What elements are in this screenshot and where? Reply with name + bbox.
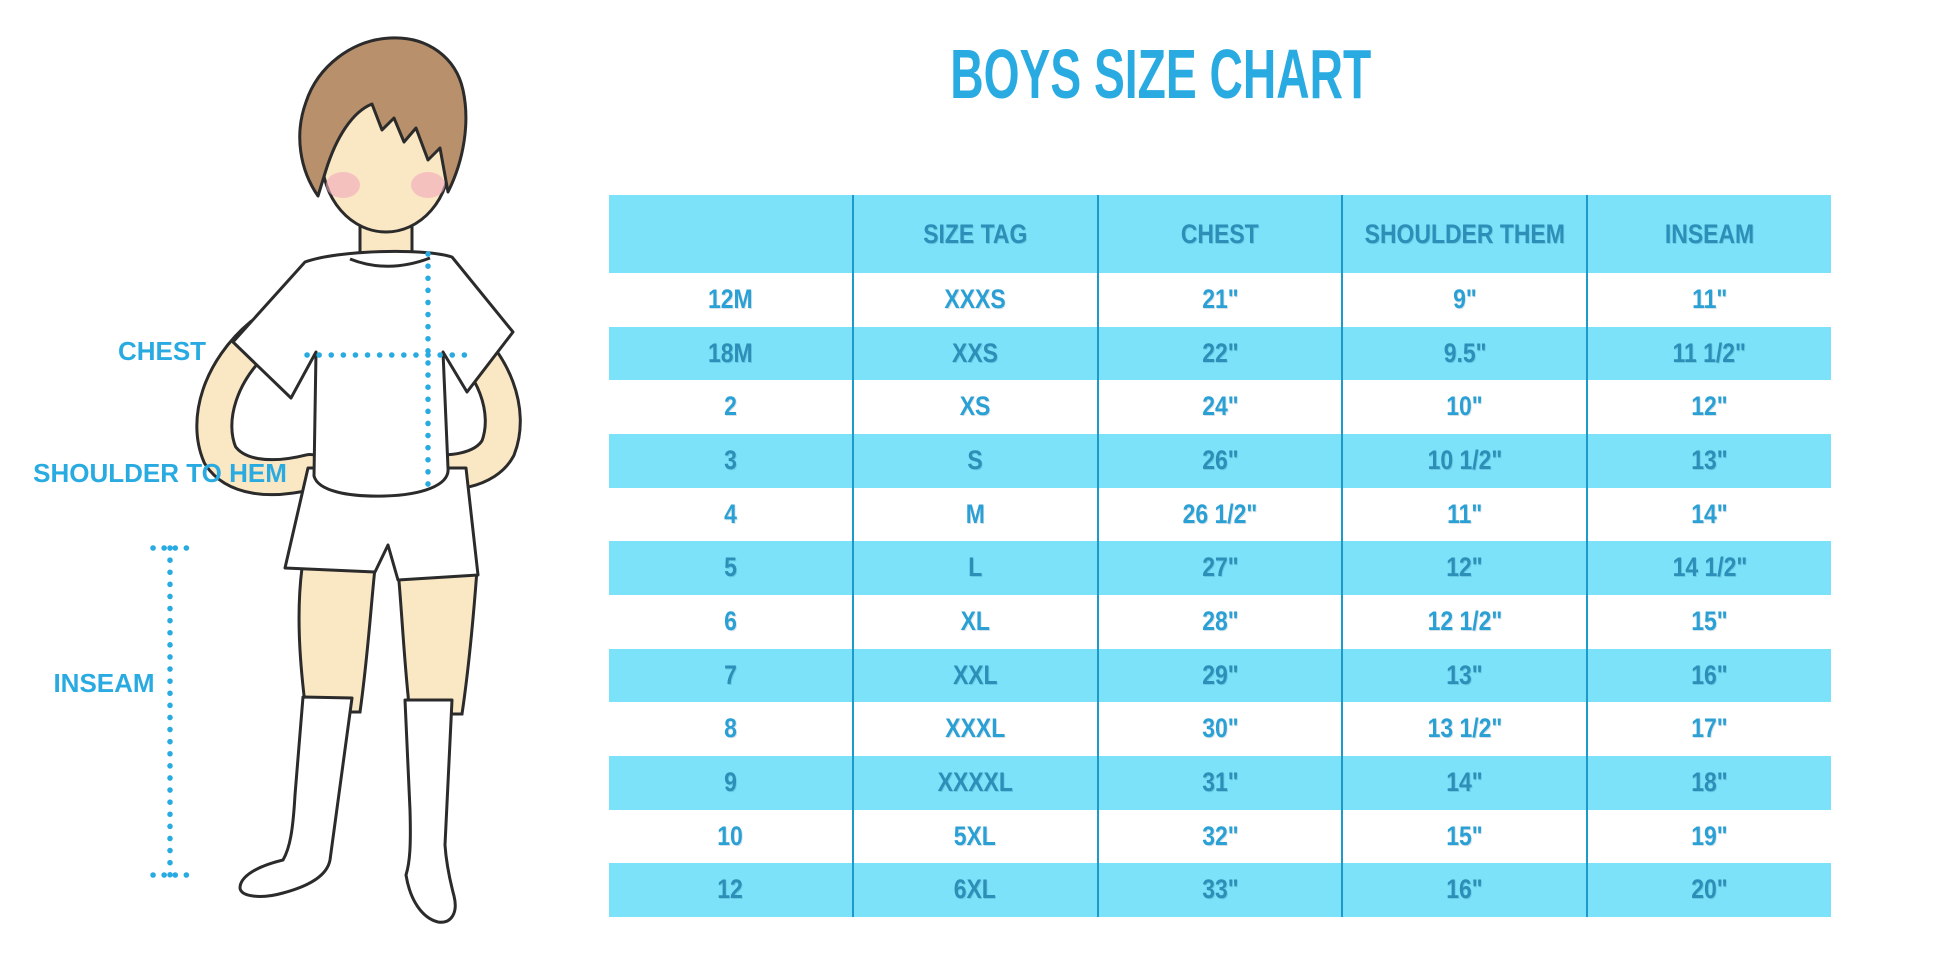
cell-chest: 28" (1099, 594, 1344, 649)
cell-chest: 30" (1099, 702, 1344, 756)
cell-shoulder-them: 10 1/2" (1343, 433, 1589, 488)
header-cell-inseam: INSEAM (1664, 219, 1755, 249)
cell-size-tag: XS (854, 380, 1099, 434)
page-title: BOYS SIZE CHART (950, 35, 1372, 113)
cell-size: 8 (609, 702, 854, 756)
cell-size-tag: 5XL (854, 809, 1099, 864)
header-cell-shoulder-them: SHOULDER THEM (1343, 195, 1589, 273)
table-row: 9 XXXXL 31" 14" 18" (609, 755, 1831, 810)
cell-chest: 21" (1099, 273, 1344, 327)
cell-size-tag: XXL (854, 648, 1099, 703)
boy-socks (238, 695, 457, 924)
cell-shoulder-them: 15" (1343, 809, 1589, 864)
measurement-figure: CHEST SHOULDER TO HEM INSEAM (0, 0, 560, 973)
cell-chest: 26 1/2" (1099, 487, 1344, 542)
cell-shoulder-them: 12" (1343, 541, 1589, 595)
table-row: 10 5XL 32" 15" 19" (609, 809, 1831, 864)
cell-shoulder-them: 9.5" (1343, 326, 1589, 381)
table-row: 7 XXL 29" 13" 16" (609, 648, 1831, 703)
cell-inseam: 19" (1691, 820, 1728, 851)
cell-size-tag: XXXL (854, 702, 1099, 756)
cell-shoulder-them: 12 1/2" (1343, 594, 1589, 649)
cell-shoulder-them: 16" (1343, 863, 1589, 917)
cell-inseam: 18" (1691, 766, 1728, 797)
cell-inseam: 14" (1691, 498, 1728, 529)
cell-size: 12M (609, 273, 854, 327)
cell-chest: 22" (1099, 326, 1344, 381)
cell-inseam: 14 1/2" (1672, 552, 1747, 583)
cell-chest: 29" (1099, 648, 1344, 703)
cell-size: 3 (609, 433, 854, 488)
cell-size: 18M (609, 326, 854, 381)
inseam-label: INSEAM (53, 668, 155, 698)
table-row: 18M XXS 22" 9.5" 11 1/2" (609, 326, 1831, 381)
cell-chest: 31" (1099, 755, 1344, 810)
cell-size: 6 (609, 594, 854, 649)
shoulder-to-hem-label: SHOULDER TO HEM (33, 458, 287, 488)
cell-size-tag: XXS (854, 326, 1099, 381)
cell-shoulder-them: 14" (1343, 755, 1589, 810)
cell-inseam: 20" (1691, 874, 1728, 905)
cell-chest: 26" (1099, 433, 1344, 488)
cell-size-tag: XL (854, 594, 1099, 649)
boy-cheek-right (411, 172, 445, 198)
cell-size: 5 (609, 541, 854, 595)
cell-chest: 24" (1099, 380, 1344, 434)
cell-chest: 33" (1099, 863, 1344, 917)
cell-size: 7 (609, 648, 854, 703)
cell-size-tag: M (854, 487, 1099, 542)
cell-shoulder-them: 13" (1343, 648, 1589, 703)
cell-inseam: 11 1/2" (1672, 337, 1747, 368)
cell-size-tag: XXXS (854, 273, 1099, 327)
table-row: 3 S 26" 10 1/2" 13" (609, 433, 1831, 488)
cell-inseam: 15" (1691, 605, 1728, 636)
cell-size: 12 (609, 863, 854, 917)
table-row: 12M XXXS 21" 9" 11" (609, 273, 1831, 327)
boy-hair (298, 36, 468, 198)
cell-inseam: 17" (1691, 713, 1728, 744)
cell-inseam: 11" (1692, 284, 1728, 314)
cell-inseam: 13" (1691, 444, 1728, 475)
cell-shoulder-them: 13 1/2" (1343, 702, 1589, 756)
cell-size: 2 (609, 380, 854, 434)
boy-tshirt-collar (349, 256, 431, 268)
header-cell-size (609, 195, 854, 273)
cell-size-tag: XXXXL (854, 755, 1099, 810)
cell-shoulder-them: 10" (1343, 380, 1589, 434)
boy-illustration (150, 36, 522, 924)
cell-size: 10 (609, 809, 854, 864)
header-cell-chest: CHEST (1099, 195, 1344, 273)
table-row: 8 XXXL 30" 13 1/2" 17" (609, 702, 1831, 756)
cell-size-tag: L (854, 541, 1099, 595)
table-row: 2 XS 24" 10" 12" (609, 380, 1831, 434)
cell-size: 4 (609, 487, 854, 542)
cell-shoulder-them: 9" (1343, 273, 1589, 327)
cell-chest: 27" (1099, 541, 1344, 595)
table-row: 5 L 27" 12" 14 1/2" (609, 541, 1831, 595)
boy-shorts (283, 466, 480, 582)
cell-size-tag: 6XL (854, 863, 1099, 917)
chest-label: CHEST (117, 336, 207, 366)
size-chart-table: SIZE TAG CHEST SHOULDER THEM INSEAM 12M X… (609, 195, 1831, 917)
table-row: 12 6XL 33" 16" 20" (609, 863, 1831, 917)
table-row: 4 M 26 1/2" 11" 14" (609, 487, 1831, 542)
cell-size-tag: S (854, 433, 1099, 488)
boy-tshirt (231, 249, 515, 498)
cell-inseam: 16" (1691, 659, 1728, 690)
table-row: 6 XL 28" 12 1/2" 15" (609, 594, 1831, 649)
cell-chest: 32" (1099, 809, 1344, 864)
cell-size: 9 (609, 755, 854, 810)
boy-cheek-left (326, 172, 360, 198)
cell-shoulder-them: 11" (1343, 487, 1589, 542)
cell-inseam: 12" (1691, 391, 1728, 422)
table-header-row: SIZE TAG CHEST SHOULDER THEM INSEAM (609, 195, 1831, 273)
header-cell-size-tag: SIZE TAG (854, 195, 1099, 273)
boy-legs (297, 566, 479, 716)
table-body: 12M XXXS 21" 9" 11" 18M XXS 22" 9.5" 11 1/2" 2 XS 24… (609, 273, 1831, 917)
